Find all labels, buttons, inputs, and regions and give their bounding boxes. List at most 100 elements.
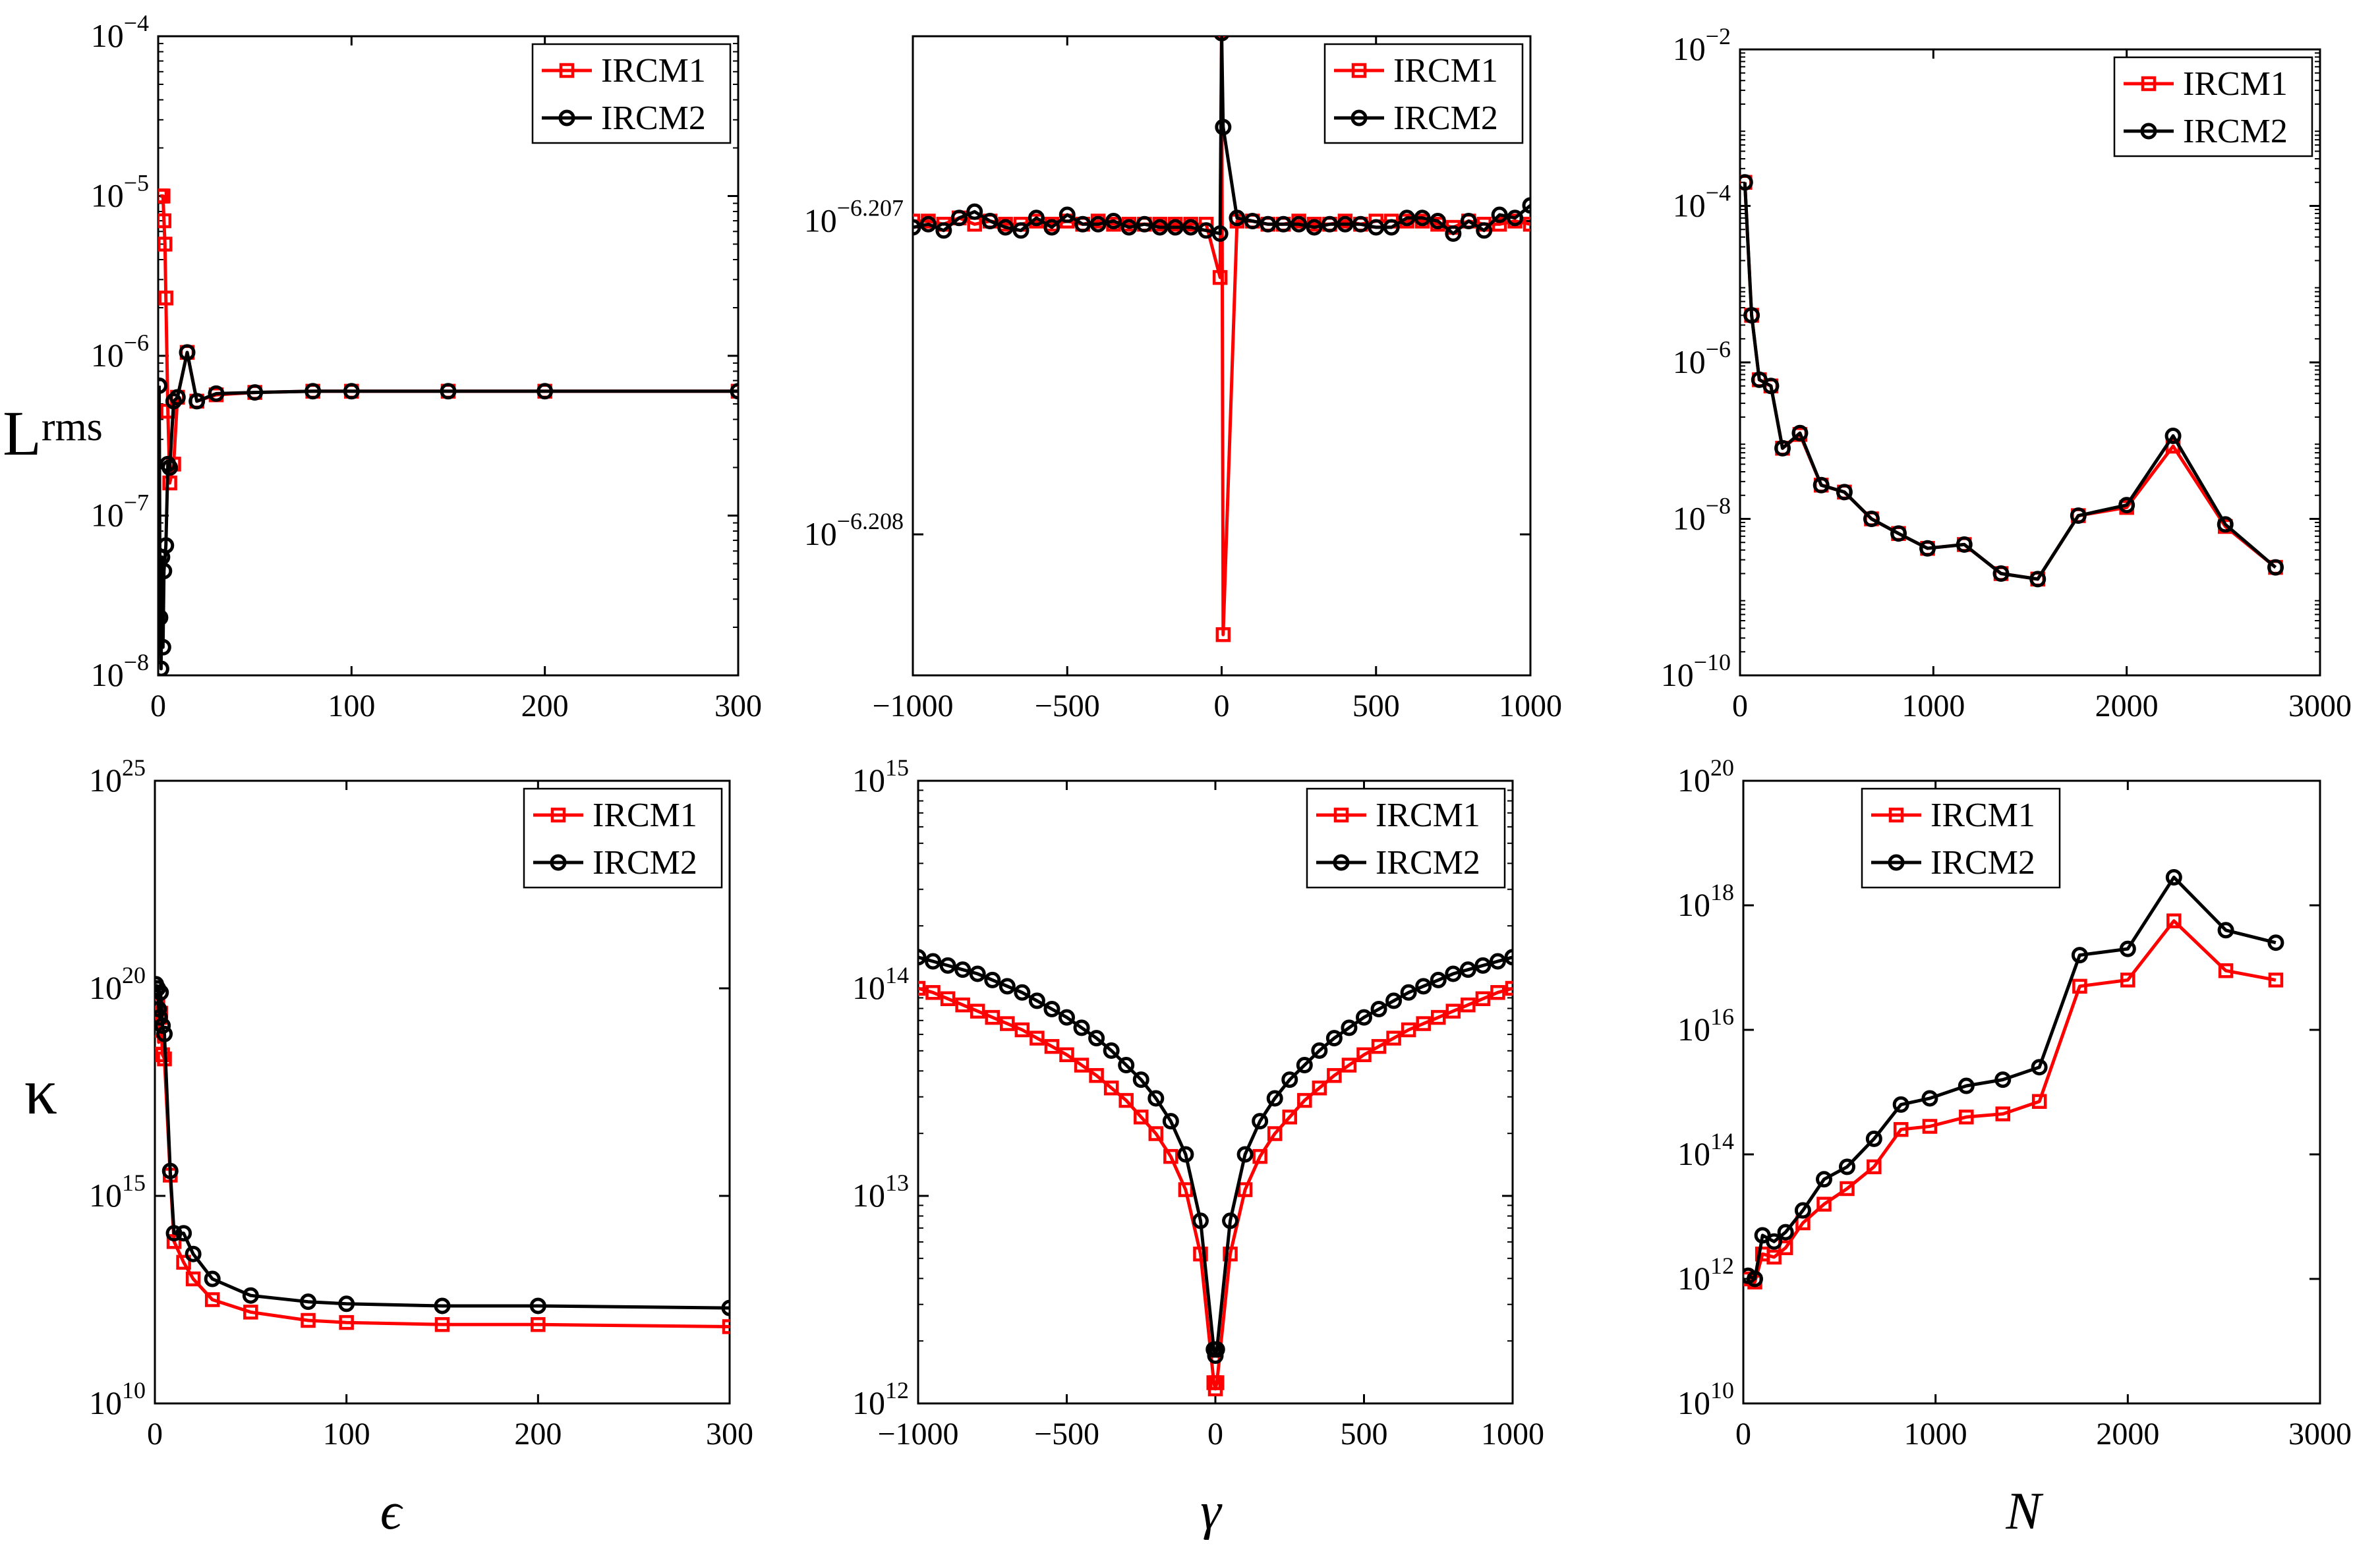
data-point-ircm2 [1504, 949, 1513, 966]
data-point-ircm2 [984, 971, 1001, 988]
data-point-ircm2 [1892, 1096, 1909, 1113]
ylabel-kappa: κ [24, 1055, 57, 1128]
data-point-ircm1 [1356, 1047, 1372, 1063]
data-point-ircm2 [1414, 210, 1431, 227]
data-point-ircm2 [1476, 222, 1493, 239]
data-point-ircm1 [1074, 1058, 1089, 1073]
data-point-ircm1 [1014, 1022, 1030, 1038]
data-point-ircm1 [1212, 269, 1228, 285]
data-point-ircm2 [1747, 1270, 1763, 1287]
data-point-ircm2 [1291, 215, 1308, 233]
data-point-ircm1 [1044, 1038, 1060, 1054]
panel-p21: 0 100 200 300 1010 1015 1020 1025 IRCM1 IRCM2 [89, 754, 753, 1452]
plot-area [1743, 868, 2284, 1289]
panel-p23: 0 1000 2000 3000 1010 1012 1014 1016 1018 1020 IRC… [1677, 754, 2352, 1452]
data-point-ircm2 [1813, 476, 1830, 494]
data-point-ircm2 [1147, 1090, 1165, 1107]
data-point-ircm2 [721, 1299, 730, 1316]
data-point-ircm2 [1865, 1130, 1882, 1147]
data-point-ircm1 [2120, 973, 2135, 988]
data-point-ircm1 [1416, 1016, 1431, 1031]
data-point-ircm1 [158, 213, 172, 229]
data-point-ircm2 [440, 383, 457, 400]
x-tick-label: 500 [1352, 689, 1400, 723]
data-point-ircm2 [1043, 1001, 1060, 1017]
data-point-ircm2 [1794, 1202, 1811, 1219]
data-point-ircm2 [1136, 215, 1153, 233]
data-point-ircm2 [1182, 219, 1200, 236]
data-point-ircm2 [1089, 215, 1107, 233]
data-point-ircm2 [529, 1297, 546, 1314]
data-point-ircm1 [339, 1314, 354, 1330]
data-point-ircm2 [1306, 219, 1323, 236]
data-point-ircm2 [1325, 1030, 1343, 1047]
legend-box [1861, 787, 2061, 889]
data-point-ircm2 [247, 384, 264, 401]
data-point-ircm2 [158, 660, 169, 675]
x-tick-label: 0 [1732, 689, 1748, 723]
data-point-ircm2 [1275, 215, 1292, 233]
data-point-ircm2 [305, 383, 322, 400]
data-point-ircm1 [913, 213, 921, 229]
data-point-ircm2 [1415, 978, 1432, 995]
data-point-ircm2 [1429, 213, 1446, 230]
data-point-ircm1 [1492, 217, 1507, 232]
data-point-ircm1 [2166, 913, 2182, 928]
data-point-ircm2 [434, 1297, 451, 1314]
data-point-ircm2 [1863, 511, 1880, 527]
data-point-ircm2 [1266, 1090, 1283, 1107]
x-tick-label: 500 [1341, 1417, 1388, 1452]
y-tick-label: 10−4 [91, 10, 149, 54]
data-point-ircm2 [1088, 1030, 1105, 1047]
data-point-ircm2 [1385, 992, 1403, 1009]
data-point-ircm2 [1445, 225, 1462, 242]
data-point-ircm1 [1223, 1246, 1238, 1262]
data-point-ircm1 [1193, 1246, 1208, 1262]
legend: IRCM1 IRCM2 [523, 787, 723, 889]
panel-p13: 0 1000 2000 300010−1010−810−610−410−2IRCM1I… [1661, 23, 2352, 723]
data-point-ircm2 [338, 1295, 355, 1313]
plot-area [1740, 174, 2284, 588]
data-point-ircm1 [918, 980, 926, 996]
data-point-ircm1 [722, 1319, 730, 1334]
y-tick-label: 1013 [852, 1170, 909, 1214]
x-tick-label: 2000 [2095, 689, 2159, 723]
data-point-ircm1 [185, 1271, 201, 1287]
data-point-ircm1 [2218, 963, 2234, 978]
data-point-ircm2 [1281, 1071, 1298, 1088]
data-point-ircm2 [2071, 947, 2088, 964]
data-point-ircm2 [1774, 439, 1791, 457]
data-point-ircm1 [1523, 217, 1530, 232]
data-point-ircm1 [166, 1234, 182, 1249]
data-point-ircm2 [165, 1225, 183, 1242]
legend: IRCM1 IRCM2 [531, 43, 732, 144]
y-tick-label: 1012 [1677, 1253, 1734, 1297]
data-point-ircm2 [2118, 497, 2135, 514]
data-point-ircm2 [935, 222, 952, 239]
x-tick-label: −500 [1034, 1417, 1099, 1452]
data-point-ircm2 [165, 393, 182, 410]
data-point-ircm2 [1352, 215, 1369, 233]
data-point-ircm1 [176, 1255, 191, 1270]
legend: IRCM1 IRCM2 [1861, 787, 2061, 889]
data-point-ircm1 [2268, 973, 2284, 988]
ylabel-lrms-sub: rms [42, 405, 103, 449]
y-tick-label: 10−7 [91, 490, 149, 534]
x-tick-label: 300 [706, 1417, 753, 1452]
data-point-ircm2 [1103, 1042, 1120, 1059]
plot-area [913, 36, 1530, 642]
data-point-ircm1 [1209, 1375, 1225, 1390]
data-point-ircm2 [925, 953, 942, 970]
data-point-ircm1 [1252, 1148, 1267, 1164]
data-point-ircm1 [158, 188, 171, 204]
data-point-ircm1 [1267, 1126, 1283, 1141]
data-point-ircm2 [954, 961, 972, 978]
data-point-ircm1 [1178, 1182, 1194, 1197]
legend-marker [550, 854, 567, 871]
x-tick-label: 1000 [1499, 689, 1562, 723]
data-point-ircm2 [1766, 1233, 1783, 1250]
data-point-ircm2 [2070, 507, 2087, 524]
data-point-ircm1 [970, 1003, 985, 1019]
data-point-ircm2 [2267, 559, 2284, 576]
data-point-ircm2 [1252, 1113, 1269, 1130]
